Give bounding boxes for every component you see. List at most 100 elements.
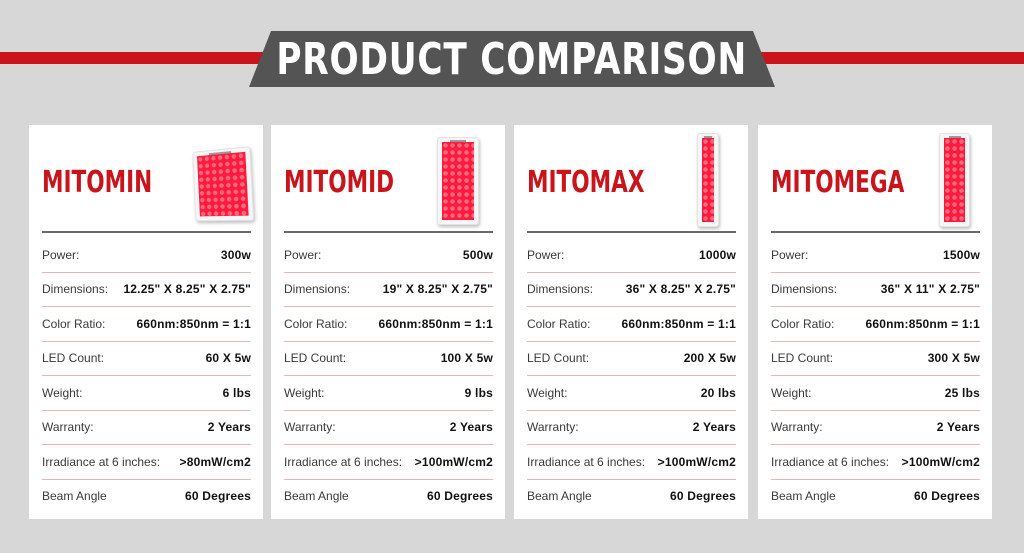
spec-row: Weight: 20 lbs xyxy=(527,376,736,411)
spec-label: Weight: xyxy=(771,385,812,400)
spec-value: 19" X 8.25" X 2.75" xyxy=(382,282,493,297)
spec-label: LED Count: xyxy=(771,351,834,366)
spec-row: Warranty: 2 Years xyxy=(527,411,736,445)
spec-row: Weight: 6 lbs xyxy=(42,376,251,411)
spec-label: Power: xyxy=(771,247,809,262)
spec-label: Warranty: xyxy=(42,420,94,435)
spec-value: 660nm:850nm = 1:1 xyxy=(136,316,251,331)
spec-label: Power: xyxy=(527,247,565,262)
page-title: PRODUCT COMPARISON xyxy=(276,33,748,85)
spec-value: 60 Degrees xyxy=(426,489,493,504)
spec-value: 12.25" X 8.25" X 2.75" xyxy=(123,282,251,297)
spec-label: Irradiance at 6 inches: xyxy=(527,454,646,469)
product-name: MITOMIN xyxy=(42,165,153,200)
spec-label: LED Count: xyxy=(42,351,105,366)
spec-label: Weight: xyxy=(284,385,325,400)
spec-row: Color Ratio: 660nm:850nm = 1:1 xyxy=(284,307,493,342)
spec-row: Irradiance at 6 inches: >100mW/cm2 xyxy=(771,445,980,480)
spec-row: Color Ratio: 660nm:850nm = 1:1 xyxy=(771,307,980,342)
spec-value: 25 lbs xyxy=(944,385,980,400)
spec-value: 2 Years xyxy=(449,420,493,435)
spec-label: Warranty: xyxy=(771,420,823,435)
spec-value: 60 X 5w xyxy=(205,351,251,366)
spec-value: 1000w xyxy=(698,247,736,262)
spec-value: 36" X 11" X 2.75" xyxy=(880,282,980,297)
spec-value: 660nm:850nm = 1:1 xyxy=(378,316,493,331)
spec-row: Warranty: 2 Years xyxy=(771,411,980,445)
spec-value: 9 lbs xyxy=(464,385,493,400)
spec-value: >100mW/cm2 xyxy=(901,454,980,469)
spec-label: Irradiance at 6 inches: xyxy=(284,454,403,469)
spec-value: >80mW/cm2 xyxy=(179,454,251,469)
card-header: MITOMID xyxy=(284,125,493,231)
product-card: MITOMIN Power: 300w Dimensions: 12.25" X 8.2… xyxy=(29,125,263,519)
spec-label: Color Ratio: xyxy=(527,316,591,331)
spec-value: 2 Years xyxy=(692,420,736,435)
spec-row: Warranty: 2 Years xyxy=(42,411,251,445)
spec-value: 2 Years xyxy=(207,420,251,435)
red-light-panel-image xyxy=(697,133,719,227)
product-card: MITOMAX Power: 1000w Dimensions: 36" X 8.25"… xyxy=(514,125,748,519)
spec-label: Beam Angle xyxy=(42,489,107,504)
spec-label: Warranty: xyxy=(527,420,579,435)
spec-list: Power: 500w Dimensions: 19" X 8.25" X 2.75"… xyxy=(284,238,493,513)
title-banner: PRODUCT COMPARISON xyxy=(249,31,775,87)
spec-row: Weight: 9 lbs xyxy=(284,376,493,411)
spec-value: 60 Degrees xyxy=(669,489,736,504)
spec-value: 20 lbs xyxy=(700,385,736,400)
spec-label: Beam Angle xyxy=(284,489,349,504)
spec-value: 200 X 5w xyxy=(683,351,736,366)
spec-row: Color Ratio: 660nm:850nm = 1:1 xyxy=(42,307,251,342)
spec-value: 300 X 5w xyxy=(927,351,980,366)
spec-value: 500w xyxy=(462,247,493,262)
spec-label: Beam Angle xyxy=(771,489,836,504)
spec-row: Dimensions: 12.25" X 8.25" X 2.75" xyxy=(42,273,251,307)
spec-value: 300w xyxy=(220,247,251,262)
spec-label: Irradiance at 6 inches: xyxy=(42,454,161,469)
spec-label: LED Count: xyxy=(527,351,590,366)
spec-label: Dimensions: xyxy=(284,282,351,297)
product-card: MITOMEGA Power: 1500w Dimensions: 36" X 11" … xyxy=(758,125,992,519)
spec-row: Beam Angle 60 Degrees xyxy=(771,480,980,514)
product-name: MITOMEGA xyxy=(771,165,905,200)
spec-row: Dimensions: 36" X 8.25" X 2.75" xyxy=(527,273,736,307)
spec-value: 2 Years xyxy=(936,420,980,435)
spec-row: Beam Angle 60 Degrees xyxy=(284,480,493,514)
spec-value: 660nm:850nm = 1:1 xyxy=(865,316,980,331)
header-divider xyxy=(527,231,736,233)
spec-row: Warranty: 2 Years xyxy=(284,411,493,445)
spec-list: Power: 1500w Dimensions: 36" X 11" X 2.75" C… xyxy=(771,238,980,513)
spec-label: Warranty: xyxy=(284,420,336,435)
product-card: MITOMID Power: 500w Dimensions: 19" X 8.25" … xyxy=(271,125,505,519)
spec-label: Dimensions: xyxy=(42,282,109,297)
spec-value: >100mW/cm2 xyxy=(657,454,736,469)
card-header: MITOMEGA xyxy=(771,125,980,231)
spec-row: LED Count: 60 X 5w xyxy=(42,342,251,376)
spec-row: Dimensions: 19" X 8.25" X 2.75" xyxy=(284,273,493,307)
spec-value: 100 X 5w xyxy=(440,351,493,366)
spec-label: Weight: xyxy=(527,385,568,400)
red-light-panel-image xyxy=(192,146,255,222)
spec-label: Beam Angle xyxy=(527,489,592,504)
card-header: MITOMIN xyxy=(42,125,251,231)
spec-value: 60 Degrees xyxy=(184,489,251,504)
header-divider xyxy=(284,231,493,233)
spec-row: Power: 1000w xyxy=(527,238,736,273)
spec-value: 36" X 8.25" X 2.75" xyxy=(625,282,736,297)
red-light-panel-image xyxy=(437,137,479,225)
spec-row: Dimensions: 36" X 11" X 2.75" xyxy=(771,273,980,307)
product-name: MITOMID xyxy=(284,165,395,200)
spec-row: Power: 1500w xyxy=(771,238,980,273)
spec-label: Dimensions: xyxy=(527,282,594,297)
spec-value: 660nm:850nm = 1:1 xyxy=(621,316,736,331)
spec-row: Beam Angle 60 Degrees xyxy=(42,480,251,514)
spec-row: Beam Angle 60 Degrees xyxy=(527,480,736,514)
spec-value: 6 lbs xyxy=(222,385,251,400)
spec-row: LED Count: 200 X 5w xyxy=(527,342,736,376)
spec-row: Irradiance at 6 inches: >100mW/cm2 xyxy=(527,445,736,480)
spec-label: Power: xyxy=(284,247,322,262)
spec-row: LED Count: 100 X 5w xyxy=(284,342,493,376)
card-header: MITOMAX xyxy=(527,125,736,231)
spec-label: LED Count: xyxy=(284,351,347,366)
spec-label: Color Ratio: xyxy=(771,316,835,331)
